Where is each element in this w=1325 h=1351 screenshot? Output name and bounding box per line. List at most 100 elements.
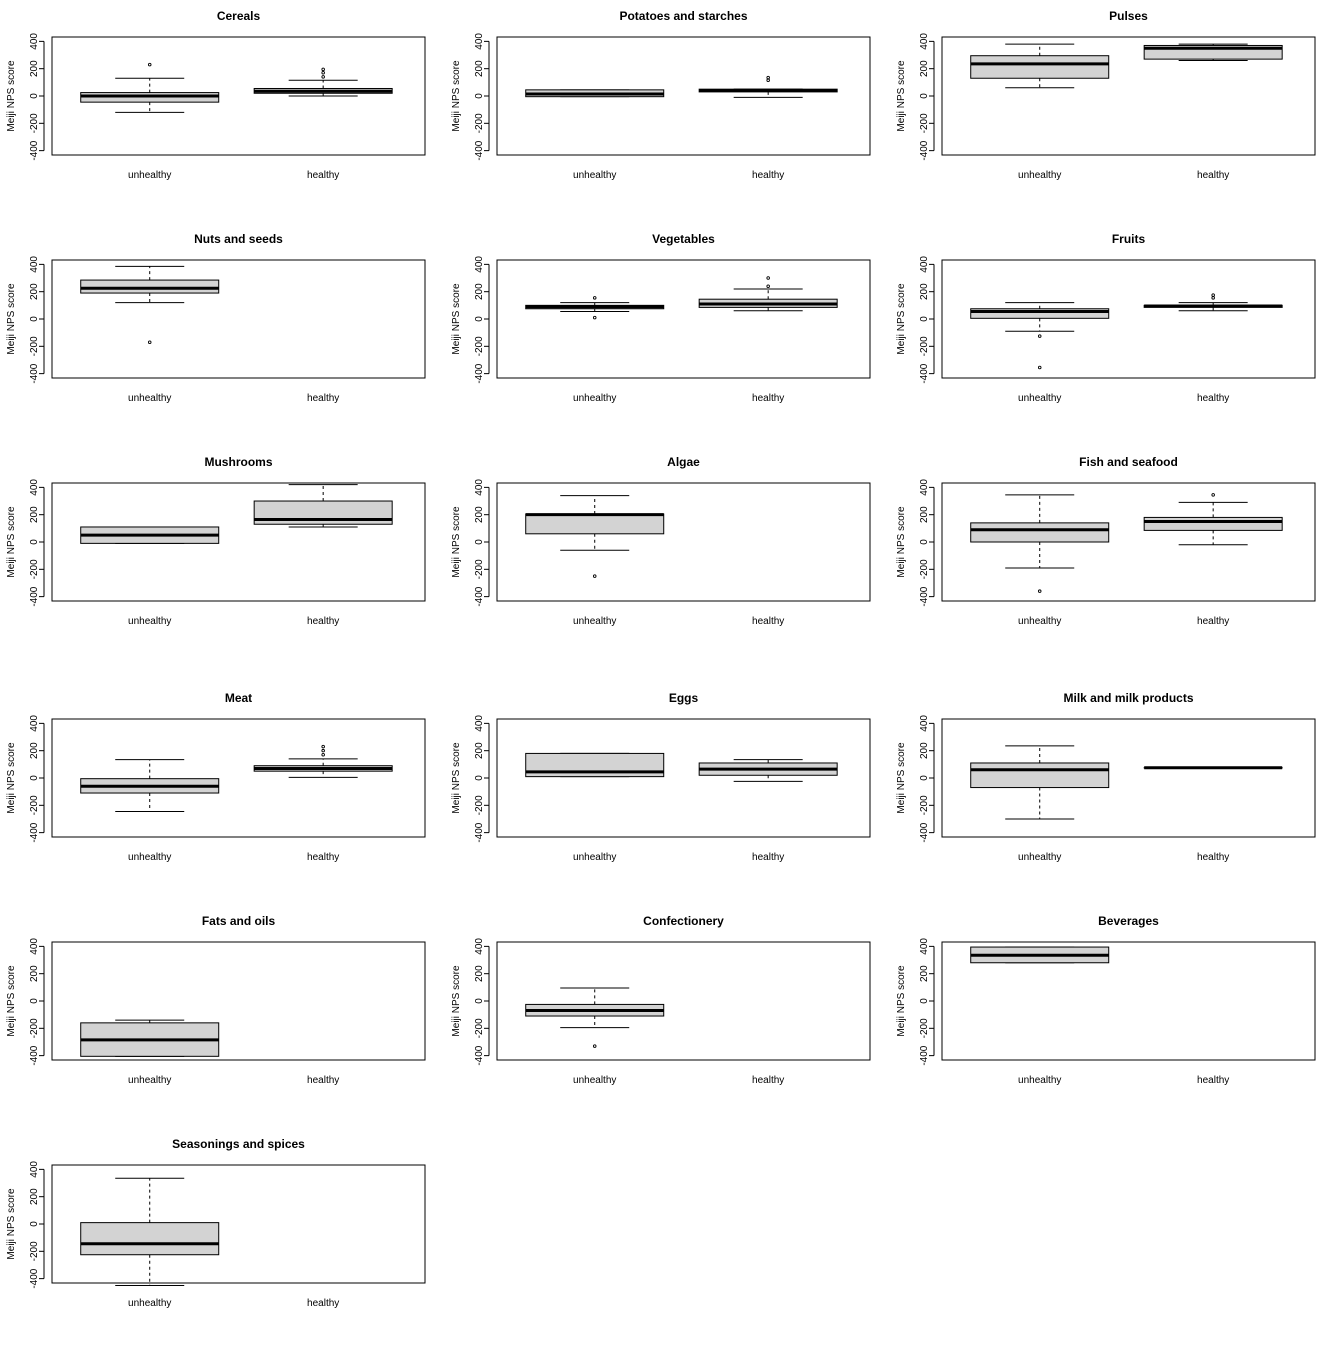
box-unhealthy [971,303,1109,369]
outlier-point [593,1045,596,1048]
y-tick-label: 400 [29,715,40,732]
y-tick-label: 200 [474,283,485,300]
y-tick-label: 200 [474,742,485,759]
y-tick-label: 0 [474,539,485,545]
outlier-point [1212,297,1215,300]
y-tick-label: -400 [919,822,930,842]
y-tick-label: -200 [29,1241,40,1261]
y-tick-label: 400 [29,479,40,496]
x-category-label: unhealthy [128,616,171,627]
y-tick-label: 200 [29,965,40,982]
y-tick-label: 200 [474,965,485,982]
y-tick-label: 0 [29,316,40,322]
y-tick-label: -400 [474,1045,485,1065]
box-unhealthy [81,266,219,343]
plot-frame [497,719,870,837]
box-healthy [1144,44,1282,60]
chart-title: Seasonings and spices [172,1137,305,1151]
x-category-label: healthy [1197,393,1229,404]
outlier-point [593,297,596,300]
y-tick-label: 400 [29,938,40,955]
outlier-point [322,753,325,756]
y-axis-label: Meiji NPS score [896,965,907,1037]
y-axis-label: Meiji NPS score [896,506,907,578]
box-body [81,1223,219,1255]
y-axis-label: Meiji NPS score [451,742,462,814]
y-tick-label: 200 [29,283,40,300]
y-tick-label: 0 [29,1221,40,1227]
y-tick-label: 200 [919,506,930,523]
outlier-point [1038,590,1041,593]
x-category-label: healthy [1197,616,1229,627]
y-tick-label: -400 [474,822,485,842]
x-category-label: healthy [752,852,784,863]
y-tick-label: 0 [919,93,930,99]
y-tick-label: 400 [919,715,930,732]
y-tick-label: 200 [919,60,930,77]
outlier-point [1038,335,1041,338]
y-axis-label: Meiji NPS score [6,283,17,355]
y-tick-label: -200 [29,113,40,133]
outlier-point [1212,294,1215,297]
plot-frame [497,942,870,1060]
x-category-label: unhealthy [1018,852,1061,863]
box-unhealthy [81,1020,219,1056]
y-tick-label: 200 [29,742,40,759]
chart-title: Meat [225,691,252,705]
x-category-label: unhealthy [1018,393,1061,404]
chart-title: Beverages [1098,914,1159,928]
y-tick-label: -400 [29,586,40,606]
boxplot-svg: Seasonings and spices4002000-200-400Meij… [0,1128,445,1328]
y-tick-label: -400 [29,140,40,160]
x-category-label: unhealthy [1018,616,1061,627]
x-category-label: unhealthy [573,1075,616,1086]
y-tick-label: -200 [474,113,485,133]
box-unhealthy [971,495,1109,593]
x-category-label: unhealthy [573,852,616,863]
y-tick-label: -400 [474,586,485,606]
box-body [971,523,1109,542]
box-body [971,763,1109,788]
y-tick-label: 200 [29,506,40,523]
y-axis-label: Meiji NPS score [896,60,907,132]
y-tick-label: -200 [919,1018,930,1038]
box-healthy [699,76,837,97]
y-tick-label: -400 [29,1268,40,1288]
y-tick-label: 200 [919,283,930,300]
y-tick-label: 0 [29,93,40,99]
box-unhealthy [81,527,219,543]
chart-title: Mushrooms [204,455,272,469]
outlier-point [767,76,770,79]
y-tick-label: 0 [919,539,930,545]
outlier-point [593,575,596,578]
chart-title: Nuts and seeds [194,232,283,246]
box-healthy [699,277,837,311]
box-unhealthy [81,1178,219,1285]
y-tick-label: -400 [919,586,930,606]
y-tick-label: -400 [919,363,930,383]
plot-frame [52,260,425,378]
y-tick-label: 0 [919,998,930,1004]
outlier-point [767,79,770,82]
outlier-point [767,285,770,288]
y-tick-label: -200 [919,336,930,356]
chart-title: Potatoes and starches [619,9,747,23]
y-tick-label: 200 [919,742,930,759]
box-unhealthy [971,746,1109,819]
y-tick-label: -200 [29,559,40,579]
y-tick-label: 400 [29,256,40,273]
